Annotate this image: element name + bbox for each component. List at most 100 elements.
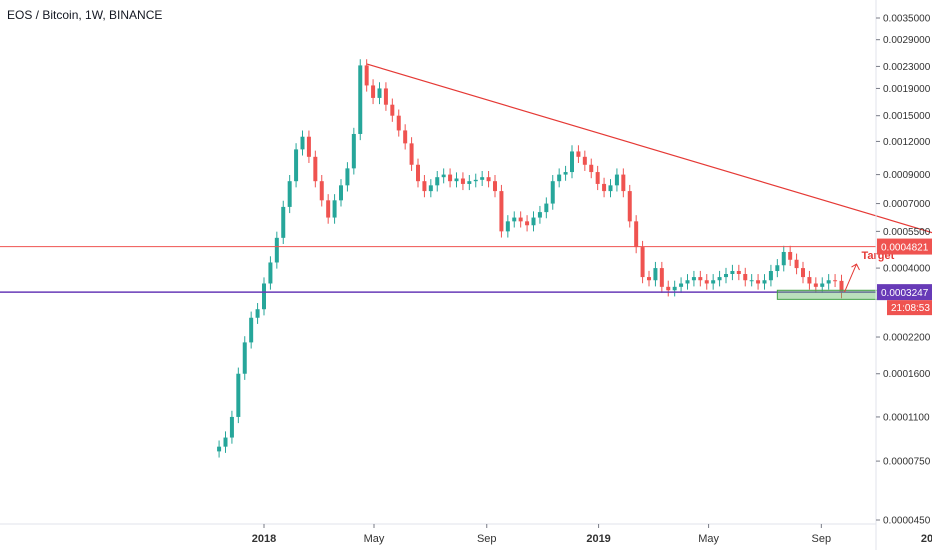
candle-body xyxy=(794,259,799,269)
candle-body xyxy=(563,172,568,175)
candle-body xyxy=(518,217,523,222)
y-tick-label: 0.0004000 xyxy=(883,264,931,275)
candle-body xyxy=(813,283,818,287)
x-axis[interactable]: 2018MaySep2019MaySep2020MaySep xyxy=(252,524,932,545)
candle-body xyxy=(274,237,279,263)
candle-body xyxy=(531,217,536,226)
candle-body xyxy=(262,283,266,310)
candle-body xyxy=(358,65,363,134)
candle-body xyxy=(743,274,748,281)
candle-body xyxy=(550,181,555,204)
candle-body xyxy=(473,179,478,182)
candle-body xyxy=(679,283,684,287)
candle-body xyxy=(788,251,793,260)
resistance-trendline[interactable] xyxy=(366,63,932,280)
candle-body xyxy=(826,280,831,284)
countdown-label: 21:08:53 xyxy=(891,303,930,314)
candle-body xyxy=(448,174,453,182)
candle-body xyxy=(229,416,234,438)
candle-body xyxy=(428,185,433,192)
candle-body xyxy=(717,277,722,281)
chart-title: EOS / Bitcoin, 1W, BINANCE xyxy=(7,8,162,22)
target-arrow-head xyxy=(851,263,860,271)
x-tick-label: 2020 xyxy=(921,533,932,545)
candle-body xyxy=(659,268,664,287)
candle-body xyxy=(306,136,311,157)
candle-body xyxy=(480,177,485,180)
candle-body xyxy=(736,271,741,274)
y-tick-label: 0.0015000 xyxy=(883,111,931,122)
y-tick-label: 0.0000450 xyxy=(883,516,931,527)
y-tick-label: 0.0012000 xyxy=(883,137,931,148)
candle-body xyxy=(807,277,812,284)
candle-body xyxy=(467,181,472,184)
candle-body xyxy=(390,104,395,116)
price-tag-label: 0.0004821 xyxy=(881,243,929,254)
candle-body xyxy=(634,221,639,248)
candle-body xyxy=(364,65,369,86)
candle-body xyxy=(351,133,356,169)
candle-body xyxy=(409,143,414,165)
candle-body xyxy=(294,149,299,182)
candle-body xyxy=(640,247,645,278)
candle-body xyxy=(300,136,305,150)
target-arrow xyxy=(844,263,857,293)
candle-body xyxy=(627,191,632,222)
horizontal-lines xyxy=(0,246,876,293)
price-tags: 0.0004821 0.0003247 21:08:53 xyxy=(877,238,932,316)
candle-body xyxy=(319,181,324,201)
candle-body xyxy=(775,265,780,272)
y-tick-label: 0.0000750 xyxy=(883,457,931,468)
countdown-tag xyxy=(887,300,932,316)
candle-body xyxy=(435,177,440,186)
candle-body xyxy=(486,177,491,182)
candle-body xyxy=(576,151,581,157)
price-tag xyxy=(877,238,932,255)
candle-body xyxy=(460,178,465,184)
candle-body xyxy=(730,271,735,274)
candle-body xyxy=(756,280,761,284)
candle-body xyxy=(339,185,343,201)
x-tick-label: May xyxy=(364,533,385,545)
candle-body xyxy=(416,164,420,182)
candle-body xyxy=(608,185,613,192)
y-tick-label: 0.0035000 xyxy=(883,14,931,25)
candle-body xyxy=(762,280,767,284)
candle-body xyxy=(505,221,510,232)
y-tick-label: 0.0019000 xyxy=(883,84,931,95)
y-tick-label: 0.0007000 xyxy=(883,199,931,210)
y-tick-label: 0.0023000 xyxy=(883,62,931,73)
candle-body xyxy=(512,217,517,222)
y-tick-label: 0.0029000 xyxy=(883,35,931,46)
candle-body xyxy=(217,446,222,452)
candle-body xyxy=(268,262,273,284)
candle-body xyxy=(570,151,574,173)
candle-body xyxy=(685,280,690,284)
candle-body xyxy=(422,181,427,192)
candles xyxy=(217,59,844,458)
x-tick-label: Sep xyxy=(812,533,832,545)
candle-body xyxy=(647,277,651,281)
candle-body xyxy=(595,172,600,184)
candle-body xyxy=(396,115,401,131)
y-axis[interactable]: 0.0035000 0.0029000 0.0023000 0.0019000 0.00… xyxy=(876,14,931,527)
candle-body xyxy=(666,286,671,291)
x-tick-label: Sep xyxy=(477,533,497,545)
candle-body xyxy=(614,174,619,186)
candle-body xyxy=(403,130,408,144)
candle-body xyxy=(704,280,709,284)
candle-body xyxy=(499,191,504,232)
candle-body xyxy=(242,342,247,374)
candle-body xyxy=(698,277,703,281)
candle-body xyxy=(537,212,542,218)
candle-body xyxy=(255,309,260,318)
x-tick-label: 2018 xyxy=(252,533,276,545)
candle-body xyxy=(525,221,530,226)
candle-body xyxy=(724,274,728,278)
price-tag xyxy=(877,284,932,301)
candle-body xyxy=(377,88,382,98)
y-tick-label: 0.0009000 xyxy=(883,170,931,181)
candle-body xyxy=(820,283,825,287)
candle-body xyxy=(582,156,587,165)
